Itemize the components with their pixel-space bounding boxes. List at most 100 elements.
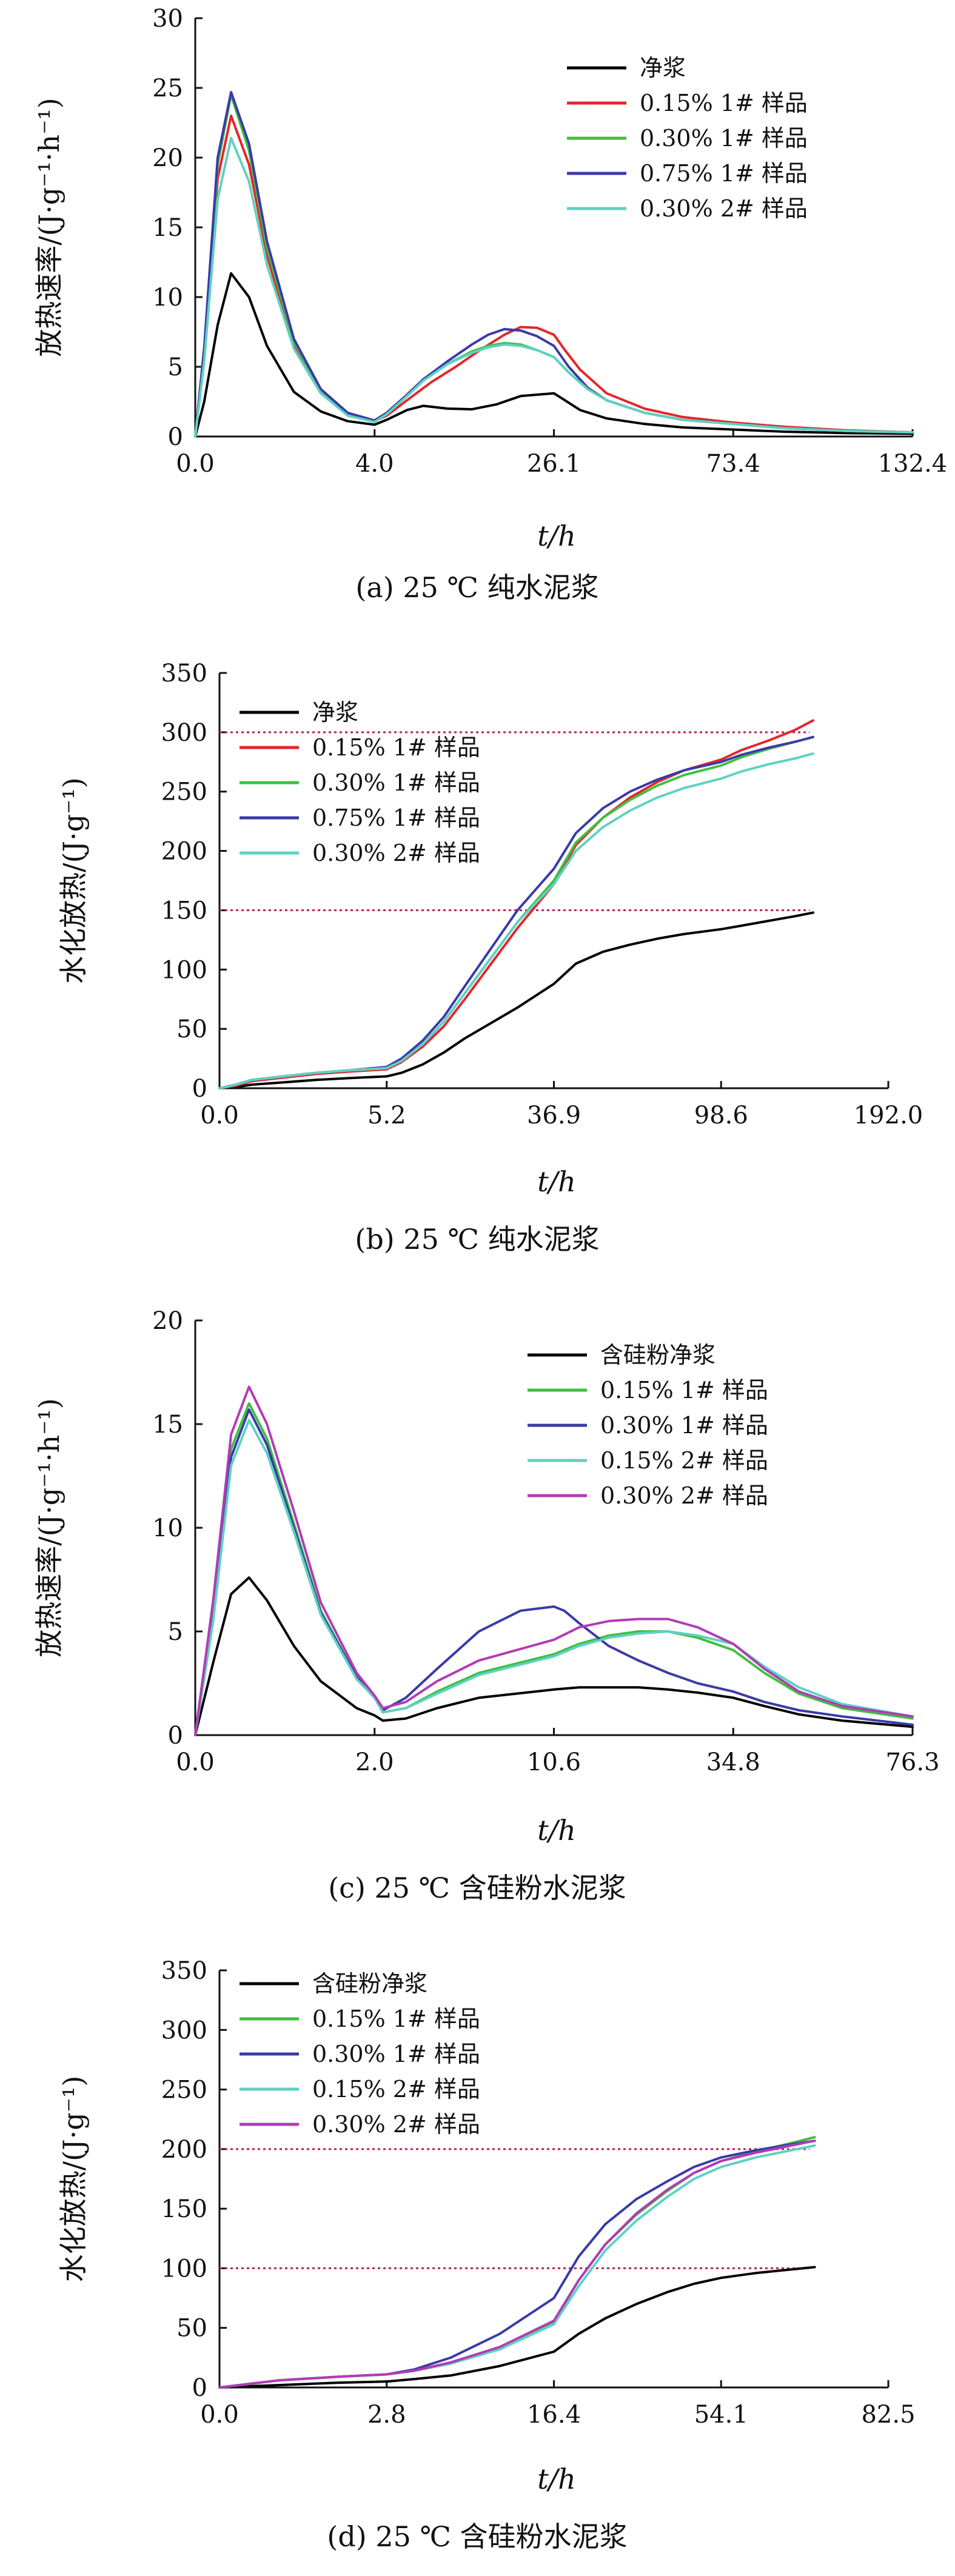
- legend-label: 0.30% 1# 样品: [312, 769, 480, 796]
- chart-panel-b: 0 50 100 150 200 250 300 350 0.0 5.2 36.9 98.6 192.0…: [57, 660, 923, 1256]
- legend-label: 0.30% 2# 样品: [600, 1482, 768, 1509]
- y-tick-label: 300: [161, 719, 207, 747]
- legend: 净浆 0.15% 1# 样品 0.30% 1# 样品 0.75% 1# 样品 0.30%…: [240, 699, 480, 866]
- x-tick-label: 26.1: [527, 450, 581, 478]
- panel-caption: (d) 25 ℃ 含硅粉水泥浆: [327, 2520, 627, 2553]
- legend: 含硅粉净浆 0.15% 1# 样品 0.30% 1# 样品 0.15% 2# 样品 0.…: [240, 1970, 480, 2138]
- legend-label: 0.15% 1# 样品: [312, 734, 480, 761]
- y-tick-label: 200: [161, 2136, 207, 2164]
- x-axis-label: t/h: [537, 2463, 576, 2495]
- x-tick-label: 132.4: [878, 450, 948, 478]
- x-tick-label: 10.6: [527, 1748, 581, 1776]
- panel-caption: (b) 25 ℃ 纯水泥浆: [355, 1223, 599, 1256]
- x-axis-label: t/h: [537, 1814, 576, 1847]
- x-tick-label: 34.8: [706, 1748, 760, 1776]
- y-axis-label: 放热速率/(J·g⁻¹·h⁻¹): [33, 1398, 65, 1658]
- legend-label: 0.30% 2# 样品: [312, 840, 480, 866]
- panel-caption: (a) 25 ℃ 纯水泥浆: [355, 571, 598, 604]
- series-line-3: [194, 1419, 914, 1736]
- x-tick-label: 54.1: [694, 2401, 748, 2429]
- y-tick-label: 10: [152, 1514, 183, 1542]
- x-tick-label: 98.6: [694, 1102, 748, 1129]
- series-line-0: [194, 1576, 914, 1736]
- y-tick-label: 50: [176, 2315, 207, 2343]
- y-tick-label: 250: [161, 2076, 207, 2104]
- legend-label: 0.30% 1# 样品: [312, 2041, 480, 2067]
- legend-label: 0.15% 2# 样品: [312, 2076, 480, 2103]
- x-tick-label: 0.0: [176, 450, 215, 478]
- chart-panel-a: 0 5 10 15 20 25 30 0.0 4.0 26.1 73.4 132.4 净浆 0.15% 1…: [33, 5, 947, 604]
- y-tick-label: 30: [152, 5, 183, 33]
- x-tick-label: 0.0: [176, 1748, 215, 1776]
- x-tick-label: 82.5: [861, 2401, 915, 2429]
- y-tick-label: 100: [161, 956, 207, 984]
- legend-label: 净浆: [640, 55, 686, 81]
- legend-label: 0.15% 1# 样品: [312, 2006, 480, 2032]
- series-line-0: [194, 272, 914, 438]
- series-line-4: [194, 1385, 914, 1736]
- legend-label: 含硅粉净浆: [312, 1970, 427, 1997]
- y-tick-label: 0: [168, 1722, 183, 1750]
- y-tick-label: 20: [152, 1307, 183, 1335]
- series-line-1: [218, 719, 814, 1089]
- y-tick-label: 15: [152, 1411, 183, 1439]
- legend-label: 0.75% 1# 样品: [312, 805, 480, 831]
- x-tick-label: 36.9: [527, 1102, 581, 1129]
- series-line-4: [218, 752, 814, 1089]
- y-tick-label: 25: [152, 75, 183, 102]
- legend-label: 含硅粉净浆: [600, 1342, 715, 1368]
- legend-label: 0.30% 2# 样品: [312, 2111, 480, 2138]
- y-tick-label: 0: [192, 1075, 207, 1103]
- x-tick-label: 0.0: [200, 2401, 239, 2429]
- y-tick-label: 10: [152, 284, 183, 312]
- series-line-4: [218, 2139, 816, 2389]
- legend-label: 0.30% 1# 样品: [640, 125, 808, 152]
- series-line-2: [194, 1408, 914, 1736]
- y-tick-label: 20: [152, 144, 183, 172]
- y-tick-label: 0: [168, 423, 183, 451]
- y-tick-label: 5: [168, 353, 183, 381]
- chart-panel-c: 0 5 10 15 20 0.0 2.0 10.6 34.8 76.3 含硅粉净浆 0.15% 1# …: [33, 1307, 940, 1904]
- legend: 净浆 0.15% 1# 样品 0.30% 1# 样品 0.75% 1# 样品 0.30%…: [567, 55, 808, 222]
- y-tick-label: 250: [161, 778, 207, 806]
- y-tick-label: 200: [161, 838, 207, 866]
- y-tick-label: 50: [176, 1015, 207, 1043]
- legend: 含硅粉净浆 0.15% 1# 样品 0.30% 1# 样品 0.15% 2# 样品 0.…: [528, 1342, 768, 1509]
- legend-label: 0.15% 2# 样品: [600, 1447, 768, 1474]
- series-line-3: [218, 2144, 816, 2389]
- y-axis-label: 水化放热/(J·g⁻¹): [57, 777, 90, 984]
- x-axis-label: t/h: [537, 520, 576, 552]
- y-tick-label: 100: [161, 2255, 207, 2283]
- y-tick-label: 300: [161, 2016, 207, 2044]
- y-tick-label: 5: [168, 1618, 183, 1646]
- y-tick-label: 150: [161, 2195, 207, 2223]
- y-tick-label: 15: [152, 214, 183, 242]
- legend-label: 0.30% 1# 样品: [600, 1412, 768, 1439]
- series-line-2: [218, 2139, 816, 2389]
- legend-label: 0.15% 1# 样品: [640, 90, 808, 116]
- x-tick-label: 73.4: [706, 450, 760, 478]
- series-line-0: [218, 2266, 816, 2389]
- legend-label: 0.75% 1# 样品: [640, 160, 808, 187]
- series-line-1: [218, 2136, 816, 2389]
- x-tick-label: 76.3: [885, 1748, 939, 1776]
- y-axis-label: 水化放热/(J·g⁻¹): [57, 2076, 90, 2283]
- x-tick-label: 2.0: [355, 1748, 394, 1776]
- y-axis-label: 放热速率/(J·g⁻¹·h⁻¹): [33, 98, 65, 357]
- series-line-1: [194, 1402, 914, 1736]
- x-tick-label: 16.4: [527, 2401, 581, 2429]
- x-tick-label: 0.0: [200, 1102, 239, 1129]
- x-tick-label: 192.0: [854, 1102, 923, 1129]
- legend-label: 净浆: [312, 699, 358, 726]
- x-axis-label: t/h: [537, 1165, 576, 1198]
- y-tick-label: 150: [161, 897, 207, 925]
- y-tick-label: 350: [161, 660, 207, 687]
- x-tick-label: 4.0: [355, 450, 394, 478]
- y-tick-label: 0: [192, 2374, 207, 2402]
- series-line-1: [194, 115, 914, 438]
- panel-caption: (c) 25 ℃ 含硅粉水泥浆: [328, 1872, 626, 1904]
- x-tick-label: 5.2: [367, 1102, 406, 1129]
- series-line-4: [194, 136, 914, 438]
- legend-label: 0.30% 2# 样品: [640, 195, 808, 222]
